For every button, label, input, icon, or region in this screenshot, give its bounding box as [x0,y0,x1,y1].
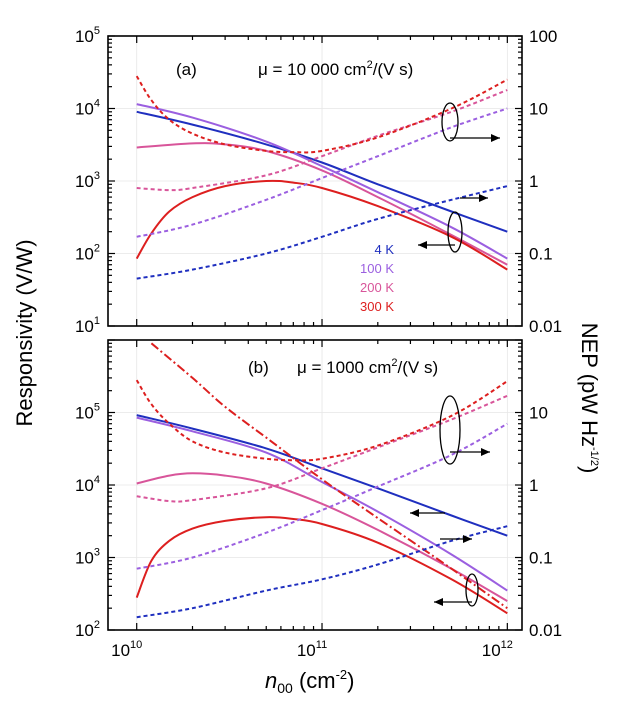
panel-b-axis-indicators [410,395,490,607]
series-300-k-responsivity-dash-dot- [150,342,508,610]
y-left-tick-label: 103 [75,547,100,568]
resp-indicator-arrowhead-a [418,241,427,249]
nep-indicator-ellipse-a [441,102,459,142]
y-right-tick-label: 100 [529,27,557,46]
series-100-k-responsivity [136,416,508,592]
series-200-k-responsivity [136,472,508,602]
panel-b-mobility: μ = 1000 cm2/(V s) [297,357,438,377]
panel-a-grid [108,35,522,327]
panel-a-curves [135,75,508,280]
panel-b-curves [135,342,508,619]
panel-a-mobility: μ = 10 000 cm2/(V s) [258,59,413,79]
series-4-k-responsivity [136,110,508,233]
y-left-tick-label: 102 [75,619,100,640]
y-right-tick-label: 0.01 [529,317,562,336]
series-100-k-nep [136,107,508,238]
panel-b-grid [108,339,522,631]
x-tick-label: 1012 [482,639,513,660]
series-300-k-nep [135,379,508,462]
y-left-tick-label: 104 [75,474,100,495]
series-100-k-responsivity [136,103,508,260]
y-axis-left-title: Responsivity (V/W) [12,239,37,426]
resp-indicator-arrowhead-b [410,509,419,517]
series-300-k-nep [135,75,508,154]
y-left-tick-label: 103 [75,170,100,191]
series-200-k-nep [136,394,508,503]
y-right-tick-label: 10 [529,404,548,423]
panel-a-ticks: 101 102 103 104 105 0.01 0.1 1 10 100 [75,25,562,336]
y-right-tick-label: 1 [529,172,538,191]
y-left-tick-label: 102 [75,243,100,264]
series-200-k-responsivity [136,142,508,266]
y-left-tick-label: 105 [75,402,100,423]
resp-indicator-arrowhead-b2 [434,598,443,606]
y-right-tick-label: 0.1 [529,245,553,264]
series-300-k-responsivity [135,179,508,271]
x-tick-label: 1011 [297,639,327,660]
y-left-tick-label: 101 [75,315,100,336]
legend: 4 K 100 K 200 K 300 K [360,242,394,314]
y-right-tick-label: 10 [529,100,548,119]
series-200-k-nep [136,89,508,192]
series-4-k-nep [136,525,508,619]
resp-indicator-ellipse-b [465,573,479,607]
panel-b-ticks: 1010 1011 1012 102 103 104 105 0.01 0.1 1 10 [75,339,562,660]
nep-indicator-arrowhead-a2 [479,194,488,202]
x-tick-label: 1010 [111,639,142,660]
nep-indicator-ellipse-b [439,395,461,465]
y-right-tick-label: 0.1 [529,549,553,568]
y-right-tick-label: 0.01 [529,621,562,640]
x-axis-title: n00 (cm-2) [265,667,354,696]
y-left-tick-label: 104 [75,98,100,119]
series-100-k-nep [136,422,508,570]
panel-a: 101 102 103 104 105 0.01 0.1 1 10 100 (a) μ = 10 … [75,25,562,336]
resp-indicator-ellipse-a [447,211,463,253]
nep-indicator-arrowhead-b2 [463,535,472,543]
series-300-k-responsivity [135,516,508,615]
nep-indicator-arrowhead-b [481,448,490,456]
y-axis-right-title: NEP (pW Hz-1/2) [577,323,602,474]
panel-b: 1010 1011 1012 102 103 104 105 0.01 0.1 1 10 (b) μ… [75,339,562,660]
panel-b-label: (b) [248,358,269,377]
panel-a-axis-indicators [418,102,500,253]
legend-200k: 200 K [360,280,394,295]
y-right-tick-label: 1 [529,476,538,495]
legend-4k: 4 K [374,242,394,257]
series-4-k-nep [136,185,508,280]
panel-a-label: (a) [176,60,197,79]
nep-indicator-arrowhead-a [491,134,500,142]
legend-300k: 300 K [360,299,394,314]
y-left-tick-label: 105 [75,25,100,46]
legend-100k: 100 K [360,261,394,276]
